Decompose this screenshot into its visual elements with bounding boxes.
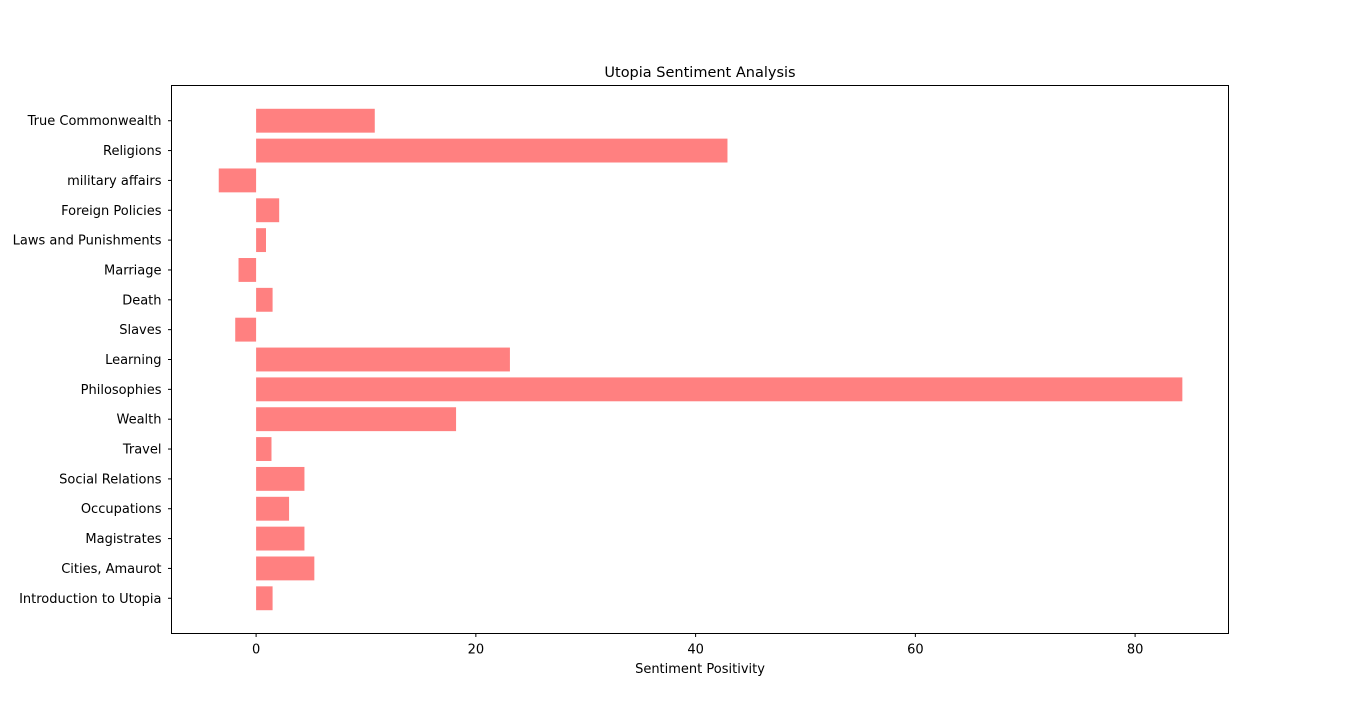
y-tick-label: Social Relations	[59, 472, 162, 487]
chart-title: Utopia Sentiment Analysis	[604, 65, 795, 81]
bar-religions	[256, 138, 728, 163]
y-tick-label: military affairs	[67, 174, 162, 189]
bar-magistrates	[256, 526, 305, 551]
x-axis-label: Sentiment Positivity	[635, 662, 765, 677]
y-tick-label: Wealth	[116, 413, 161, 428]
bar-laws-and-punishments	[256, 228, 266, 253]
bar-occupations	[256, 496, 290, 521]
bar-death	[256, 287, 273, 312]
y-axis-ticks: Introduction to Utopia Cities, Amaurot Mag…	[13, 114, 172, 607]
y-tick-label: Magistrates	[85, 532, 161, 547]
y-tick-label: Travel	[122, 443, 162, 458]
y-tick-label: True Commonwealth	[27, 114, 162, 129]
bar-travel	[256, 437, 272, 461]
bar-philosophies	[256, 377, 1183, 402]
x-tick-label: 80	[1127, 643, 1144, 658]
bar-slaves	[235, 317, 257, 342]
y-tick-label: Laws and Punishments	[13, 234, 162, 249]
bar-wealth	[256, 407, 457, 432]
y-tick-label: Introduction to Utopia	[19, 592, 161, 607]
x-axis-ticks: 0 20 40 60 80	[252, 633, 1144, 658]
plot-frame	[171, 85, 1229, 634]
y-tick-label: Foreign Policies	[61, 204, 162, 219]
bar-cities-amaurot	[256, 556, 315, 581]
bars-group	[218, 108, 1183, 611]
bar-learning	[256, 347, 510, 372]
y-tick-label: Slaves	[119, 323, 162, 338]
y-tick-label: Philosophies	[81, 383, 162, 398]
y-tick-label: Marriage	[104, 263, 161, 278]
x-tick-label: 40	[687, 643, 704, 658]
bar-social-relations	[256, 466, 305, 491]
bar-military-affairs	[218, 168, 257, 193]
y-tick-label: Cities, Amaurot	[61, 562, 161, 577]
bar-foreign-policies	[256, 198, 280, 223]
bar-marriage	[238, 258, 257, 282]
y-tick-label: Learning	[105, 353, 161, 368]
bar-true-commonwealth	[256, 108, 375, 133]
y-tick-label: Religions	[103, 144, 162, 159]
bar-introduction-to-utopia	[256, 586, 273, 611]
x-tick-label: 20	[468, 643, 485, 658]
y-tick-label: Death	[122, 293, 161, 308]
x-tick-label: 60	[907, 643, 924, 658]
x-tick-label: 0	[252, 643, 260, 658]
y-tick-label: Occupations	[81, 502, 162, 517]
